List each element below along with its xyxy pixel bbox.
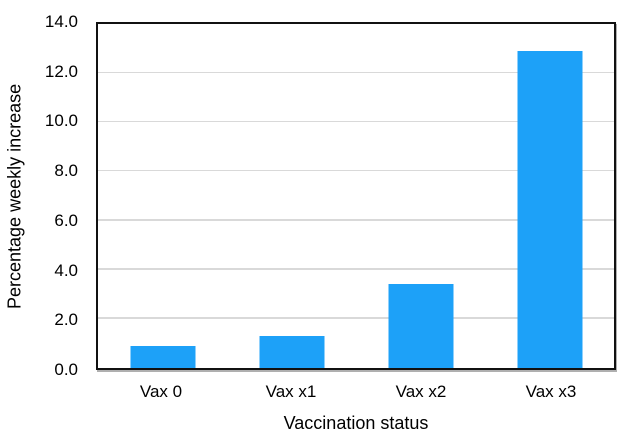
x-tick-label: Vax x1: [265, 382, 317, 401]
y-axis-ticks: 0.0 2.0 4.0 6.0 8.0 10.0 12.0 14.0: [0, 12, 80, 379]
gridline: [98, 169, 614, 172]
plot-area: [96, 22, 616, 370]
bar-vax-0: [130, 345, 195, 368]
gridline: [98, 71, 614, 74]
gridline: [98, 268, 614, 270]
y-tick-label: 8.0: [54, 161, 78, 181]
y-tick-label: 10.0: [44, 111, 78, 131]
bar-vax-x2: [388, 284, 453, 368]
x-axis-ticks: Vax 0 Vax x1 Vax x2 Vax x3: [96, 379, 616, 405]
x-tick-label: Vax x2: [395, 382, 447, 401]
bar-vax-x1: [259, 336, 324, 368]
x-tick-label: Vax 0: [139, 382, 183, 401]
y-tick-label: 6.0: [54, 210, 78, 230]
y-tick-label: 2.0: [54, 310, 78, 330]
gridline: [98, 120, 614, 123]
x-axis-title: Vaccination status: [283, 413, 429, 433]
y-tick-label: 12.0: [44, 61, 78, 81]
bar-vax-x3: [517, 51, 582, 368]
x-tick-label: Vax x3: [525, 382, 577, 401]
y-tick-label: 4.0: [54, 260, 78, 280]
gridline: [98, 219, 614, 221]
y-tick-label: 0.0: [54, 360, 78, 379]
y-tick-label: 14.0: [44, 12, 78, 31]
gridline: [98, 317, 614, 319]
